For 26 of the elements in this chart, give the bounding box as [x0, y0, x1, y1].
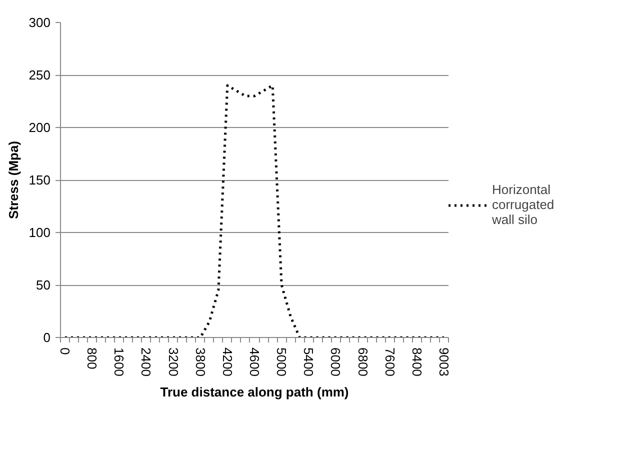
y-tick-label: 200: [28, 120, 51, 135]
y-tick-label: 100: [28, 225, 51, 240]
x-tick-label: 3200: [166, 348, 181, 376]
x-tick-label: 4600: [247, 348, 262, 376]
y-axis-title: Stress (Mpa): [6, 140, 21, 220]
y-tick-label: 250: [28, 68, 51, 82]
x-tick-label: 800: [84, 348, 100, 370]
x-tick-label: 5400: [301, 348, 316, 376]
x-tick-label: 0: [58, 348, 73, 355]
x-tick-label: 6000: [328, 348, 344, 376]
x-tick-label: 4200: [220, 348, 235, 376]
y-tick-label: 0: [43, 330, 51, 345]
x-tick-label: 8400: [409, 348, 424, 376]
line-series: [64, 84, 446, 338]
x-tick-label: 2400: [138, 348, 154, 376]
x-tick-label: 3800: [192, 348, 208, 376]
y-tick-label: 150: [28, 172, 51, 188]
x-tick-label: 9003: [436, 348, 452, 376]
legend-label: Horizontal corrugated wall silo: [492, 182, 554, 227]
x-tick-label: 1600: [112, 348, 127, 376]
y-tick-label: 50: [36, 278, 51, 292]
x-axis-title: True distance along path (mm): [160, 384, 349, 400]
y-tick-label: 300: [28, 15, 51, 30]
x-tick-label: 6800: [355, 348, 370, 376]
x-tick-label: 7600: [382, 348, 398, 376]
x-tick-label: 5000: [274, 348, 290, 376]
